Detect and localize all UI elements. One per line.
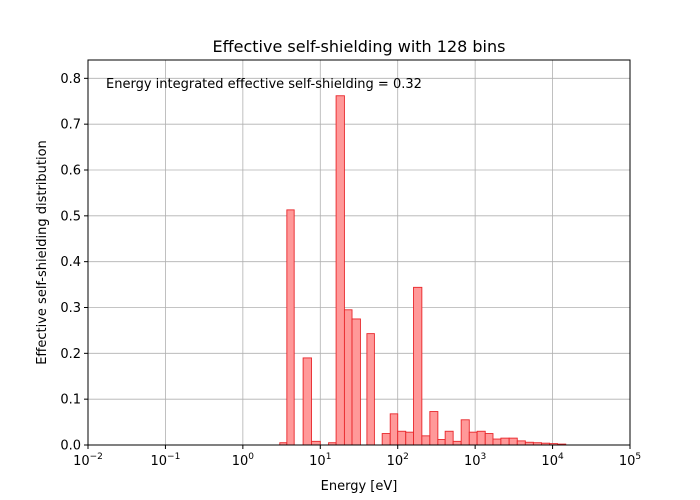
histogram-bar	[286, 209, 295, 446]
histogram-bar	[389, 413, 399, 446]
histogram-bar	[351, 318, 361, 446]
histogram-bars	[279, 95, 567, 446]
y-tick-label: 0.3	[60, 301, 81, 316]
y-tick-label: 0.1	[60, 393, 81, 408]
y-tick-label: 0.4	[60, 255, 81, 270]
y-tick-label: 0.2	[60, 347, 81, 362]
histogram-bar	[366, 333, 375, 446]
y-tick-label: 0.8	[60, 72, 81, 87]
x-tick-label: 105	[619, 452, 641, 469]
histogram-bar	[302, 357, 312, 446]
y-tick-label: 0.7	[60, 118, 81, 133]
histogram-bar	[343, 309, 353, 446]
histogram-bar	[413, 286, 423, 446]
y-tick-label: 0.0	[60, 439, 81, 454]
histogram-bar	[335, 95, 345, 446]
histogram-bar	[381, 433, 391, 446]
histogram-bar	[500, 437, 510, 446]
y-tick-label: 0.6	[60, 164, 81, 179]
histogram-bar	[508, 437, 518, 446]
x-tick-label: 102	[387, 452, 409, 469]
x-tick-label: 103	[464, 452, 486, 469]
x-axis-label: Energy [eV]	[321, 479, 398, 494]
histogram-bar	[444, 430, 454, 446]
axes-frame	[87, 59, 631, 446]
y-axis-ticks: 0.0 0.1 0.2 0.3 0.4 0.5 0.6 0.7 0.8	[60, 72, 88, 454]
x-tick-label: 100	[232, 452, 255, 469]
x-axis-ticks: 10−2 10−1 100 101 102 103 104 105	[73, 445, 641, 469]
histogram-bar	[437, 439, 446, 446]
x-tick-label: 10−2	[73, 452, 103, 469]
y-axis-label: Effective self-shielding distribution	[35, 140, 50, 365]
histogram-bar	[468, 431, 478, 446]
y-tick-label: 0.5	[60, 209, 81, 224]
histogram-bar	[516, 440, 526, 446]
x-tick-label: 10−1	[151, 452, 181, 469]
histogram-bar	[460, 419, 470, 446]
chart-title: Effective self-shielding with 128 bins	[213, 37, 506, 56]
histogram-bar	[452, 440, 462, 446]
histogram-bar	[484, 433, 494, 446]
x-tick-label: 104	[541, 452, 564, 469]
histogram-bar	[421, 435, 431, 446]
chart-annotation: Energy integrated effective self-shieldi…	[106, 77, 422, 92]
histogram-bar	[476, 430, 486, 446]
histogram-bar	[311, 440, 321, 446]
x-tick-label: 101	[309, 452, 331, 469]
histogram-bar	[397, 430, 407, 446]
histogram-bar	[429, 411, 439, 446]
histogram-bar	[492, 438, 502, 446]
histogram-bar	[405, 431, 414, 446]
